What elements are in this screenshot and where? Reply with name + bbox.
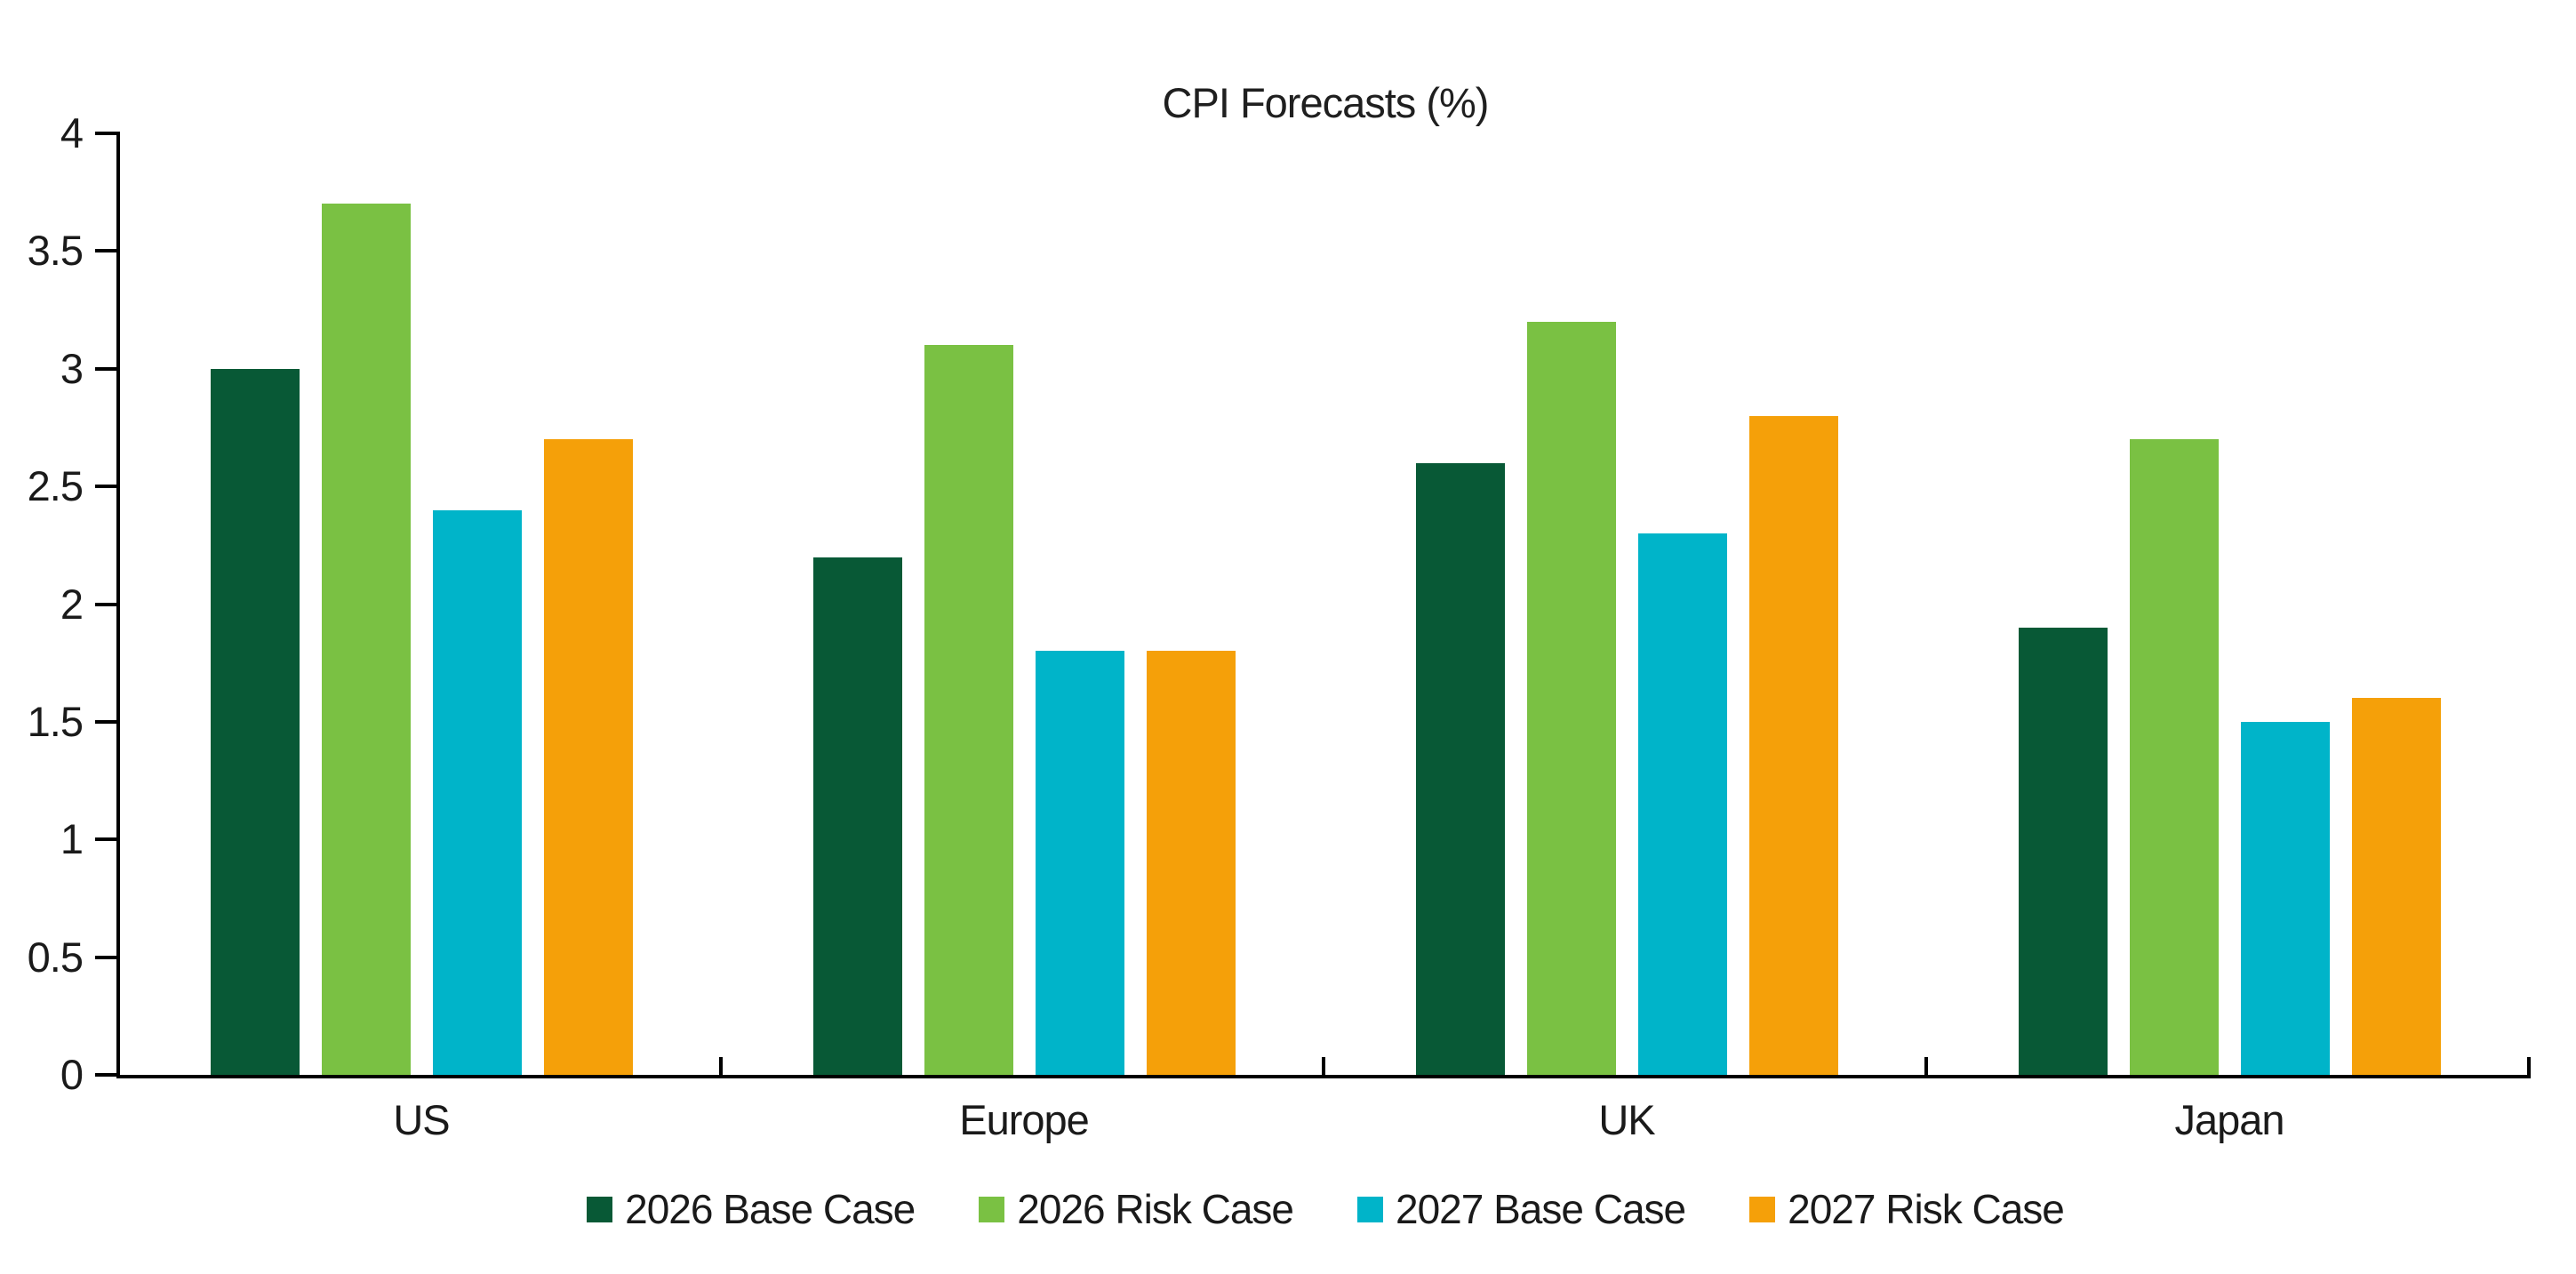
- legend-swatch-icon: [979, 1196, 1005, 1222]
- bar-2026-risk-case-us: [321, 204, 411, 1075]
- y-tick-label: 3: [60, 344, 84, 392]
- x-category-label-europe: Europe: [959, 1096, 1090, 1143]
- legend-item-2026-risk-case: 2026 Risk Case: [979, 1184, 1294, 1234]
- y-tick-label: 2: [60, 580, 84, 628]
- y-tick-label: 3.5: [27, 227, 84, 275]
- bar-2027-base-case-us: [432, 509, 522, 1075]
- legend-label: 2026 Base Case: [625, 1186, 916, 1232]
- y-tick-mark: [95, 719, 116, 724]
- legend-item-2027-base-case: 2027 Base Case: [1357, 1184, 1686, 1234]
- legend-swatch-icon: [1357, 1196, 1383, 1222]
- y-tick-label: 2.5: [27, 462, 84, 510]
- x-category-label-uk: UK: [1598, 1096, 1655, 1143]
- y-tick-mark: [95, 132, 116, 135]
- bar-2026-risk-case-uk: [1526, 321, 1616, 1075]
- bar-2026-base-case-europe: [812, 557, 902, 1075]
- legend-label: 2026 Risk Case: [1017, 1186, 1294, 1232]
- bar-2026-base-case-japan: [2018, 627, 2108, 1075]
- y-tick-mark: [95, 249, 116, 253]
- y-tick-label: 0.5: [27, 933, 84, 981]
- y-tick-mark: [95, 366, 116, 371]
- bar-2027-risk-case-europe: [1146, 651, 1236, 1075]
- legend-swatch-icon: [587, 1196, 613, 1222]
- bar-2027-base-case-japan: [2240, 721, 2330, 1075]
- x-boundary-tick: [2527, 1057, 2531, 1075]
- x-category-label-us: US: [393, 1096, 450, 1143]
- legend: 2026 Base Case 2026 Risk Case 2027 Base Ca…: [120, 1184, 2531, 1234]
- legend-item-2026-base-case: 2026 Base Case: [587, 1184, 916, 1234]
- legend-swatch-icon: [1749, 1196, 1776, 1222]
- bar-2026-risk-case-japan: [2129, 439, 2219, 1075]
- legend-label: 2027 Base Case: [1396, 1186, 1686, 1232]
- bar-2026-base-case-us: [210, 368, 300, 1075]
- y-tick-label: 1.5: [27, 697, 84, 745]
- x-category-label-japan: Japan: [2174, 1096, 2284, 1143]
- y-tick-label: 4: [60, 109, 84, 156]
- bar-2027-base-case-uk: [1637, 533, 1727, 1075]
- x-boundary-tick: [719, 1057, 723, 1075]
- x-axis-line: [116, 1075, 2531, 1078]
- y-tick-mark: [95, 602, 116, 606]
- bar-2027-risk-case-us: [543, 439, 633, 1075]
- y-tick-mark: [95, 837, 116, 842]
- bar-2026-risk-case-europe: [924, 345, 1013, 1075]
- y-tick-mark: [95, 1073, 116, 1077]
- bar-2027-risk-case-japan: [2351, 698, 2441, 1075]
- bar-2027-base-case-europe: [1035, 651, 1124, 1075]
- y-tick-label: 1: [60, 815, 84, 863]
- legend-label: 2027 Risk Case: [1788, 1186, 2065, 1232]
- y-tick-mark: [95, 485, 116, 489]
- bar-2026-base-case-uk: [1415, 462, 1505, 1075]
- x-boundary-tick: [1924, 1057, 1928, 1075]
- y-axis-line: [116, 132, 120, 1078]
- x-boundary-tick: [1322, 1057, 1325, 1075]
- y-tick-label: 0: [60, 1051, 84, 1098]
- chart-title: CPI Forecasts (%): [1162, 79, 1490, 126]
- legend-item-2027-risk-case: 2027 Risk Case: [1749, 1184, 2065, 1234]
- bar-2027-risk-case-uk: [1748, 415, 1838, 1075]
- y-tick-mark: [95, 955, 116, 959]
